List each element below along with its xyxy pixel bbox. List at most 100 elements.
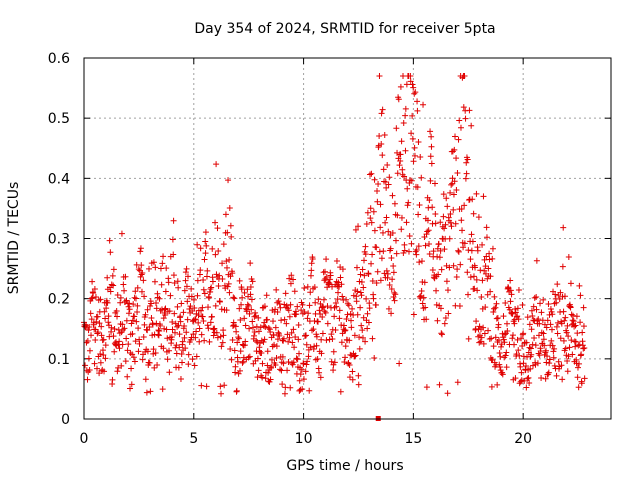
data-point — [360, 314, 367, 321]
data-point — [182, 345, 189, 352]
data-point — [202, 229, 209, 236]
data-point — [536, 320, 543, 327]
data-point — [191, 304, 198, 311]
data-point — [565, 353, 572, 360]
data-point — [533, 257, 540, 264]
data-point — [305, 353, 312, 360]
data-point — [441, 320, 448, 327]
data-point — [93, 365, 100, 372]
data-point — [144, 327, 151, 334]
data-point — [501, 331, 508, 338]
data-point — [355, 223, 362, 230]
data-point — [398, 138, 405, 145]
data-point — [290, 276, 297, 283]
data-point — [359, 266, 366, 273]
data-point — [153, 299, 160, 306]
data-point — [520, 330, 527, 337]
data-point — [416, 259, 423, 266]
data-point — [418, 287, 425, 294]
data-point — [284, 331, 291, 338]
data-point — [344, 311, 351, 318]
data-point — [206, 338, 213, 345]
data-point — [175, 364, 182, 371]
data-point — [570, 318, 577, 325]
data-point — [386, 281, 393, 288]
data-point — [212, 302, 219, 309]
data-point — [572, 338, 579, 345]
data-point — [203, 273, 210, 280]
data-point — [122, 273, 129, 280]
data-point — [200, 276, 207, 283]
data-point — [138, 271, 145, 278]
data-point — [261, 336, 268, 343]
data-point — [313, 331, 320, 338]
data-point — [410, 158, 417, 165]
data-point — [443, 195, 450, 202]
data-point — [160, 253, 167, 260]
data-point — [121, 325, 128, 332]
data-point — [444, 203, 451, 210]
data-point — [514, 313, 521, 320]
data-point — [134, 302, 141, 309]
data-point — [309, 256, 316, 263]
data-point — [291, 288, 298, 295]
data-point — [197, 245, 204, 252]
data-point — [342, 354, 349, 361]
data-point — [225, 177, 232, 184]
data-point — [408, 240, 415, 247]
data-point — [517, 363, 524, 370]
data-point — [491, 305, 498, 312]
data-point — [102, 355, 109, 362]
data-point — [395, 96, 402, 103]
data-point — [142, 311, 149, 318]
data-point — [506, 306, 513, 313]
data-point — [500, 313, 507, 320]
data-point — [343, 296, 350, 303]
data-point — [294, 356, 301, 363]
data-point — [550, 348, 557, 355]
y-tick-label: 0.6 — [48, 51, 70, 67]
data-point — [540, 296, 547, 303]
data-point — [183, 265, 190, 272]
data-point — [179, 338, 186, 345]
data-point — [199, 313, 206, 320]
data-point — [448, 223, 455, 230]
data-point — [528, 351, 535, 358]
data-point — [273, 343, 280, 350]
data-point — [457, 261, 464, 268]
data-point — [366, 171, 373, 178]
data-point — [352, 352, 359, 359]
data-point — [304, 283, 311, 290]
data-point — [371, 176, 378, 183]
data-point — [380, 166, 387, 173]
data-point — [381, 131, 388, 138]
data-point — [410, 84, 417, 91]
axis-ticks: 0 0.1 0.2 0.3 0.4 0.5 0.6 0 5 10 15 20 — [48, 51, 611, 447]
data-point — [314, 318, 321, 325]
data-point — [326, 276, 333, 283]
data-point — [426, 197, 433, 204]
data-point — [423, 231, 430, 238]
data-point — [371, 227, 378, 234]
data-point — [102, 315, 109, 322]
data-point — [580, 345, 587, 352]
data-point — [91, 285, 98, 292]
data-point — [82, 362, 89, 369]
data-point — [470, 210, 477, 217]
data-point — [190, 331, 197, 338]
data-point — [202, 250, 209, 257]
data-point — [215, 282, 222, 289]
data-point — [432, 220, 439, 227]
data-point — [363, 295, 370, 302]
data-point — [552, 291, 559, 298]
data-point — [538, 309, 545, 316]
data-point — [517, 378, 524, 385]
data-point — [427, 177, 434, 184]
data-point — [163, 265, 170, 272]
data-point — [190, 296, 197, 303]
data-point — [503, 364, 510, 371]
data-point — [135, 348, 142, 355]
data-point — [393, 125, 400, 132]
data-point — [366, 300, 373, 307]
data-point — [468, 247, 475, 254]
